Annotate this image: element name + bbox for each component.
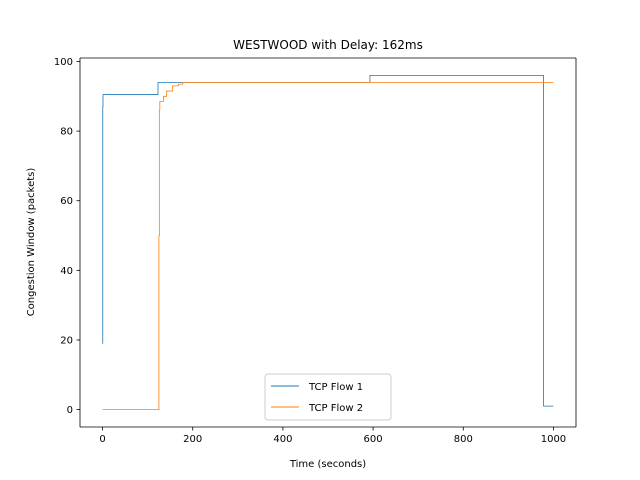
axes-layer: 0 200 400 600 800 1000 0 20 40 60 80 100 [54, 57, 577, 445]
series-line-tcp-flow-2 [102, 81, 554, 410]
legend-label-tcp-flow-2: TCP Flow 2 [308, 403, 363, 414]
legend-label-tcp-flow-1: TCP Flow 1 [308, 382, 363, 393]
x-tick-label: 400 [273, 434, 292, 445]
y-tick-label: 20 [60, 335, 73, 346]
y-tick-label: 0 [67, 405, 73, 416]
plot-area [80, 58, 576, 427]
x-tick-label: 0 [99, 434, 105, 445]
x-tick-label: 800 [454, 434, 473, 445]
x-tick-label: 1000 [541, 434, 566, 445]
x-tick-label: 600 [364, 434, 383, 445]
series-layer [102, 75, 554, 410]
y-tick-label: 60 [60, 196, 73, 207]
y-tick-label: 100 [54, 57, 73, 68]
y-tick-label: 40 [60, 266, 73, 277]
x-axis-label: Time (seconds) [289, 459, 366, 470]
legend[interactable]: TCP Flow 1 TCP Flow 2 [264, 373, 392, 421]
x-tick-label: 200 [183, 434, 202, 445]
chart-title: WESTWOOD with Delay: 162ms [233, 38, 423, 52]
y-axis-label: Congestion Window (packets) [26, 168, 37, 317]
y-tick-label: 80 [60, 127, 73, 138]
series-line-tcp-flow-1 [102, 75, 554, 407]
